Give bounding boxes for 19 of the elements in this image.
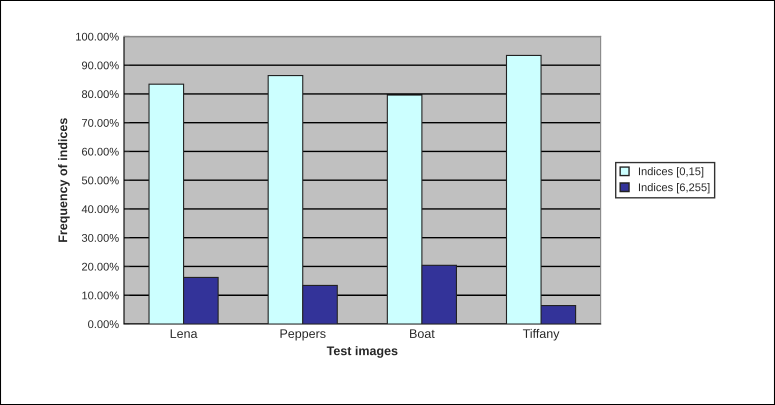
y-axis-title: Frequency of indices bbox=[58, 118, 70, 242]
y-tick-label: 80.00% bbox=[82, 90, 119, 98]
y-tick-label: 40.00% bbox=[82, 205, 119, 214]
y-tick-label: 100.00% bbox=[76, 32, 119, 41]
y-tick-label: 0.00% bbox=[88, 320, 119, 328]
y-tick-label: 50.00% bbox=[82, 176, 119, 184]
y-tick-label: 20.00% bbox=[82, 262, 119, 271]
x-tick-label: Lena bbox=[170, 329, 198, 338]
x-axis-title: Test images bbox=[326, 346, 398, 358]
y-tick-label: 90.00% bbox=[82, 61, 119, 70]
y-tick-label: 30.00% bbox=[82, 234, 119, 242]
legend-label: Indices [0,15] bbox=[638, 167, 704, 178]
x-tick-label: Peppers bbox=[280, 329, 326, 341]
y-tick-label: 10.00% bbox=[82, 292, 119, 300]
legend-label: Indices [6,255] bbox=[638, 183, 710, 194]
x-tick-label: Tiffany bbox=[522, 328, 560, 341]
x-tick-label: Boat bbox=[410, 329, 435, 338]
y-tick-label: 60.00% bbox=[82, 148, 119, 156]
y-tick-label: 70.00% bbox=[82, 118, 119, 127]
